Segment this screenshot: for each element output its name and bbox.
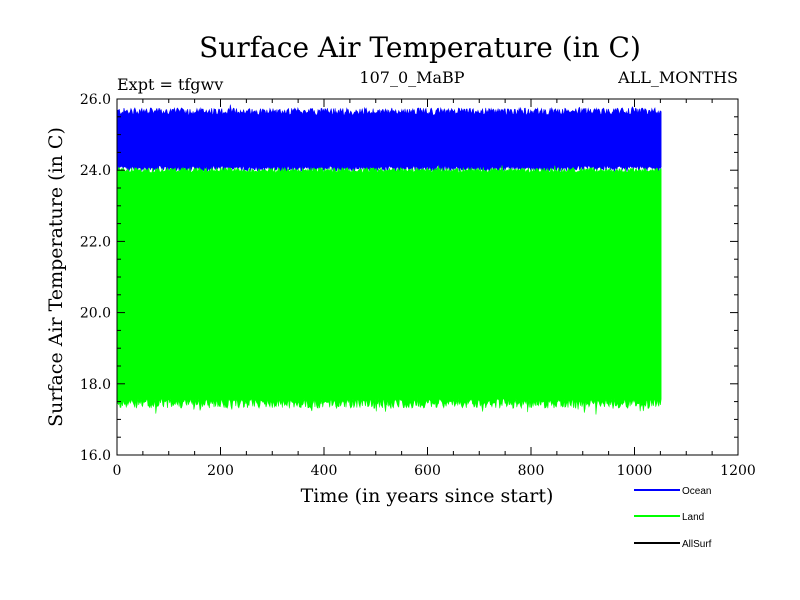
series-land-band <box>116 164 662 415</box>
y-axis-label: Surface Air Temperature (in C) <box>45 127 67 427</box>
chart-title: Surface Air Temperature (in C) <box>199 31 641 64</box>
y-tick-label: 16.0 <box>80 448 111 464</box>
y-tick-label: 24.0 <box>80 163 111 179</box>
x-tick-label: 1000 <box>617 463 653 479</box>
subtitle-left: Expt = tfgwv <box>117 75 223 94</box>
x-axis-label: Time (in years since start) <box>301 485 554 507</box>
x-tick-label: 1200 <box>720 463 756 479</box>
series-ocean-band <box>116 104 662 176</box>
legend-label-allsurf: AllSurf <box>682 539 712 550</box>
legend: Ocean Land AllSurf <box>634 486 712 550</box>
y-tick-label: 20.0 <box>80 306 111 322</box>
x-tick-label: 600 <box>414 463 441 479</box>
subtitle-right: ALL_MONTHS <box>617 68 738 87</box>
x-tick-label: 0 <box>113 463 122 479</box>
legend-label-land: Land <box>682 512 704 523</box>
plot-series <box>116 104 662 415</box>
y-tick-label: 22.0 <box>80 234 111 250</box>
x-tick-label: 400 <box>311 463 338 479</box>
subtitle-center: 107_0_MaBP <box>359 68 464 87</box>
y-tick-label: 18.0 <box>80 377 111 393</box>
y-tick-label: 26.0 <box>80 92 111 108</box>
legend-label-ocean: Ocean <box>682 486 711 497</box>
x-tick-label: 800 <box>518 463 545 479</box>
x-tick-label: 200 <box>207 463 234 479</box>
axis-ticks: 0 200 400 600 800 1000 1200 16.0 18.0 20.0 22.0 24.… <box>80 92 756 479</box>
